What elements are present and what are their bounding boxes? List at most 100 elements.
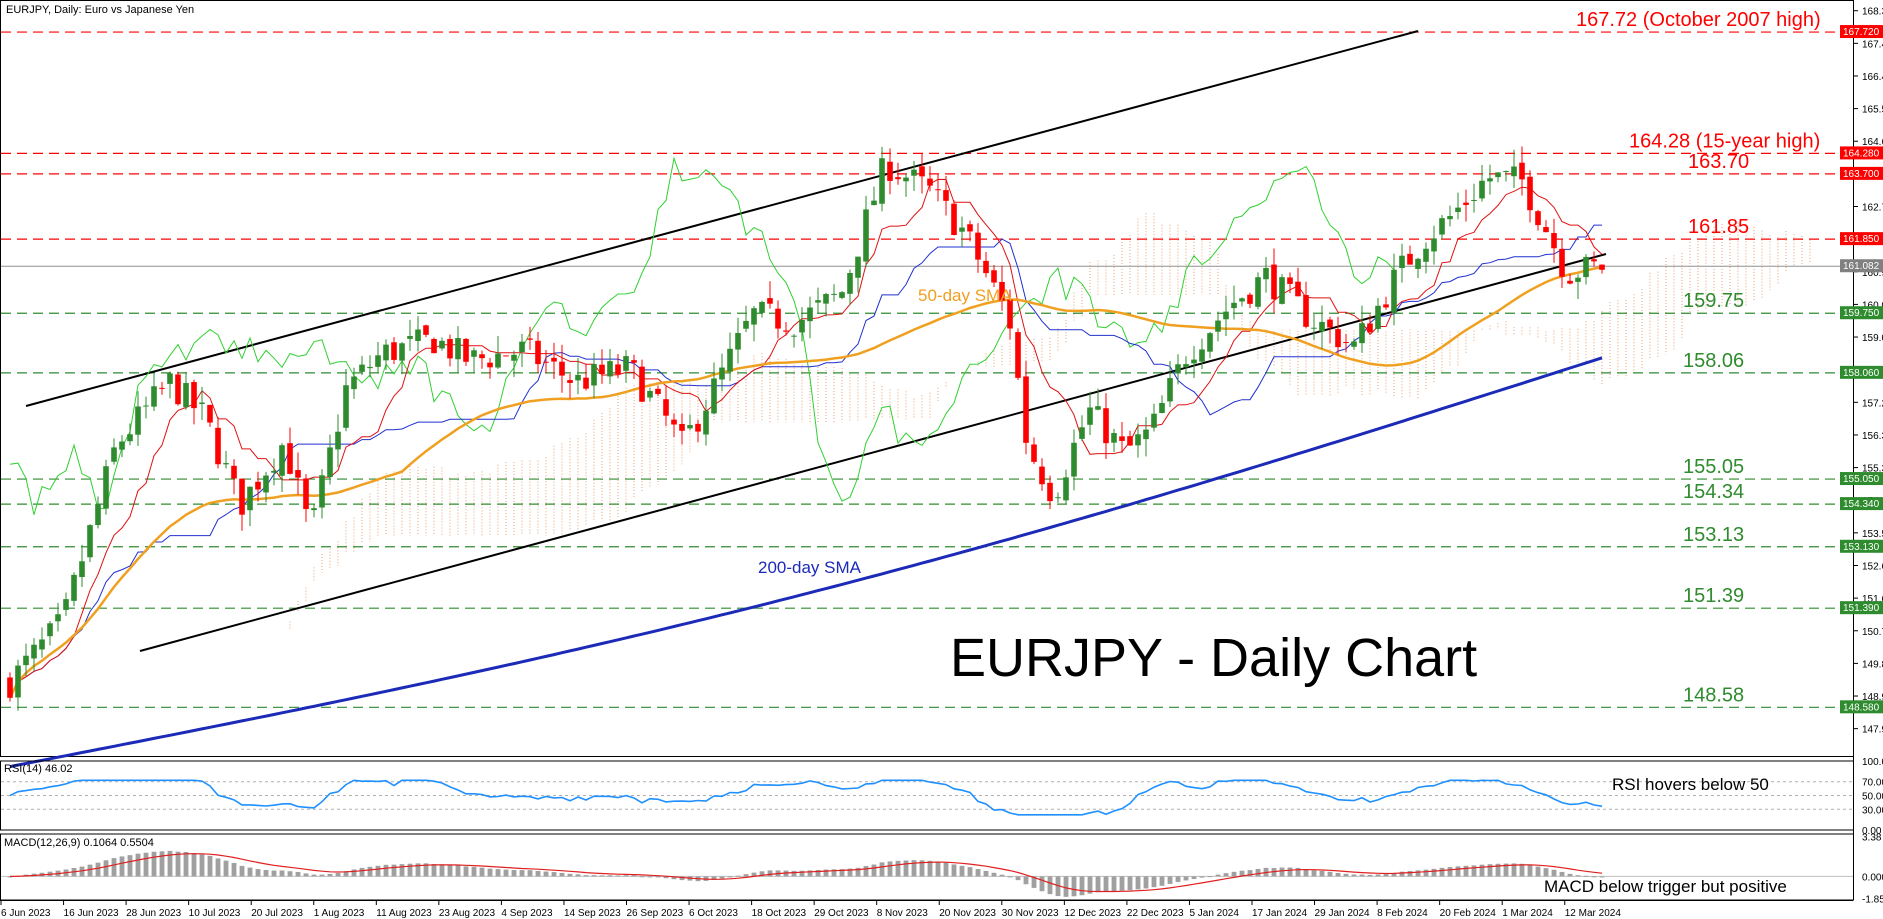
macd-histogram-bar bbox=[1575, 875, 1581, 877]
candle-body bbox=[1463, 202, 1469, 205]
candle-body bbox=[1143, 429, 1149, 440]
macd-histogram-bar bbox=[199, 854, 205, 877]
candle-body bbox=[431, 338, 437, 354]
macd-histogram-bar bbox=[359, 867, 365, 877]
candle-body bbox=[591, 364, 597, 386]
candle-body bbox=[791, 335, 797, 337]
macd-histogram-bar bbox=[647, 876, 653, 878]
price-tick-label: 151.675 bbox=[1862, 594, 1883, 605]
candle-body bbox=[599, 364, 605, 374]
macd-histogram-bar bbox=[1327, 871, 1333, 877]
macd-histogram-bar bbox=[327, 873, 333, 877]
macd-histogram-bar bbox=[1439, 867, 1445, 877]
price-tick-label: 166.475 bbox=[1862, 72, 1883, 83]
price-tick-label: 165.550 bbox=[1862, 105, 1883, 116]
candle-body bbox=[1247, 294, 1253, 304]
chart-title: EURJPY - Daily Chart bbox=[950, 628, 1477, 688]
macd-histogram-bar bbox=[135, 853, 141, 877]
macd-histogram-bar bbox=[375, 865, 381, 877]
macd-histogram-bar bbox=[1207, 876, 1213, 878]
macd-histogram-bar bbox=[551, 872, 557, 877]
candle-body bbox=[799, 319, 805, 333]
candle-body bbox=[831, 293, 837, 295]
macd-histogram-bar bbox=[623, 875, 629, 877]
macd-histogram-bar bbox=[927, 860, 933, 877]
macd-histogram-bar bbox=[751, 872, 757, 877]
sma50-line bbox=[8, 265, 1603, 699]
macd-histogram-bar bbox=[7, 876, 13, 878]
macd-histogram-bar bbox=[95, 862, 101, 877]
time-tick-label: 12 Mar 2024 bbox=[1565, 908, 1622, 919]
candle-body bbox=[1271, 264, 1277, 300]
macd-histogram-bar bbox=[343, 871, 349, 877]
time-tick-label: 1 Aug 2023 bbox=[314, 908, 365, 919]
candle-body bbox=[1031, 444, 1037, 462]
candle-body bbox=[407, 335, 413, 339]
macd-histogram-bar bbox=[215, 858, 221, 877]
macd-histogram-bar bbox=[663, 876, 669, 879]
price-tick-label: 155.375 bbox=[1862, 464, 1883, 475]
macd-histogram-bar bbox=[1415, 870, 1421, 877]
candle-body bbox=[487, 362, 493, 368]
time-tick-label: 6 Jun 2023 bbox=[1, 908, 51, 919]
candle-body bbox=[335, 431, 341, 450]
candle-body bbox=[303, 478, 309, 510]
macd-histogram-bar bbox=[983, 870, 989, 877]
macd-histogram-bar bbox=[1111, 876, 1117, 892]
candle-body bbox=[1599, 264, 1605, 270]
rsi-tick-label: 100.00 bbox=[1862, 757, 1883, 768]
level-price-tag bbox=[1840, 497, 1883, 511]
level-price-tag bbox=[1840, 700, 1883, 714]
candle-body bbox=[207, 404, 213, 423]
macd-histogram-bar bbox=[1351, 874, 1357, 877]
candle-body bbox=[583, 377, 589, 389]
candle-body bbox=[399, 343, 405, 361]
candle-body bbox=[63, 599, 69, 610]
macd-histogram-bar bbox=[1191, 876, 1197, 880]
macd-signal-line bbox=[9, 853, 1603, 893]
candle-body bbox=[615, 364, 621, 375]
candle-body bbox=[143, 405, 149, 407]
macd-histogram-bar bbox=[295, 871, 301, 877]
macd-histogram-bar bbox=[655, 876, 661, 878]
macd-histogram-bar bbox=[167, 850, 173, 877]
macd-histogram-bar bbox=[1359, 874, 1365, 877]
candle-body bbox=[1111, 433, 1117, 443]
macd-histogram-bar bbox=[1239, 870, 1245, 877]
candle-body bbox=[1303, 295, 1309, 327]
candle-body bbox=[847, 273, 853, 294]
macd-histogram-bar bbox=[1031, 876, 1037, 888]
macd-histogram-bar bbox=[1335, 872, 1341, 877]
macd-histogram-bar bbox=[503, 869, 509, 877]
indicator-lines bbox=[8, 156, 1603, 769]
price-tick-label: 168.325 bbox=[1862, 7, 1883, 18]
candle-body bbox=[527, 338, 533, 340]
level-price-tag-text: 163.700 bbox=[1843, 169, 1880, 180]
time-axis: 6 Jun 2023 16 Jun 2023 28 Jun 2023 10 Jul 2… bbox=[0, 900, 1853, 919]
macd-histogram-bar bbox=[727, 876, 733, 878]
candle-body bbox=[1223, 311, 1229, 320]
candle-body bbox=[1583, 256, 1589, 278]
macd-histogram-bar bbox=[311, 874, 317, 877]
macd-histogram-bar bbox=[1247, 870, 1253, 877]
level-annotations: 167.72 (October 2007 high) 164.28 (15-yea… bbox=[1576, 9, 1821, 706]
candle-body bbox=[759, 302, 765, 313]
candle-body bbox=[199, 402, 205, 404]
candle-body bbox=[1415, 258, 1421, 269]
level-price-tag-text: 159.750 bbox=[1843, 308, 1880, 319]
macd-histogram-bar bbox=[143, 852, 149, 877]
support-resistance-levels bbox=[1, 31, 1853, 708]
candle-body bbox=[311, 508, 317, 511]
candle-body bbox=[391, 342, 397, 360]
macd-histogram-bar bbox=[1151, 876, 1157, 888]
candle-body bbox=[1239, 298, 1245, 302]
macd-histogram-bar bbox=[583, 875, 589, 877]
macd-histogram-bar bbox=[711, 876, 717, 880]
candle-body bbox=[1167, 378, 1173, 402]
macd-histogram-bar bbox=[719, 876, 725, 879]
candle-body bbox=[1367, 323, 1373, 333]
candle-body bbox=[87, 525, 93, 558]
rsi-tick-label: 70.00 bbox=[1862, 778, 1883, 789]
macd-histogram-bar bbox=[1167, 876, 1173, 884]
candle-body bbox=[919, 166, 925, 177]
